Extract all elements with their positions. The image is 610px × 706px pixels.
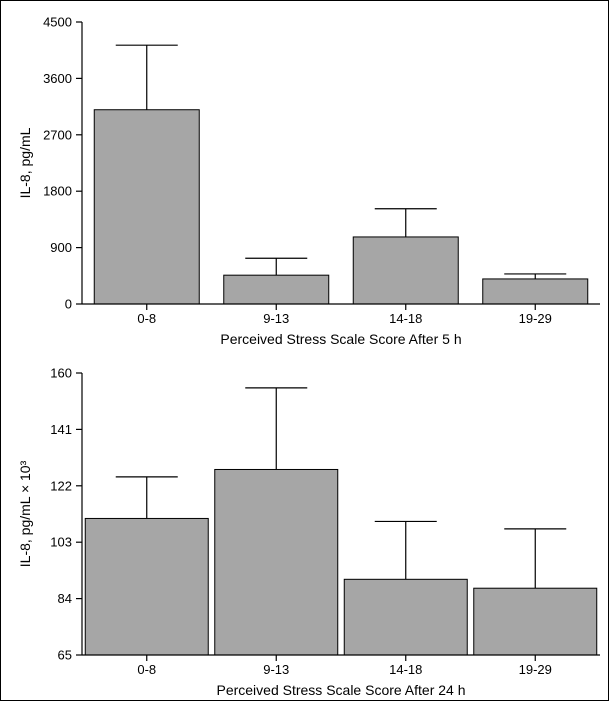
y-tick-label: 103	[50, 535, 72, 550]
bar-14-18	[343, 578, 468, 656]
y-tick-label: 1800	[43, 184, 72, 199]
x-tick-label: 14-18	[389, 311, 422, 326]
bar-19-29	[482, 278, 589, 305]
y-tick-label: 0	[65, 297, 72, 312]
y-tick-label: 2700	[43, 127, 72, 142]
bar-0-8	[93, 109, 200, 305]
y-tick-label: 84	[58, 591, 72, 606]
bar-9-13	[223, 274, 330, 305]
x-ticks: 0-8 9-13 14-18 19-29	[137, 304, 552, 326]
bar-0-8	[84, 517, 209, 656]
y-tick-label: 900	[50, 240, 72, 255]
y-ticks: 65 84 103 122 141 160	[50, 366, 82, 663]
bars	[84, 468, 598, 656]
y-tick-label: 160	[50, 366, 72, 381]
y-tick-label: 3600	[43, 71, 72, 86]
x-axis-label: Perceived Stress Scale Score After 5 h	[220, 331, 461, 347]
error-bars	[115, 44, 567, 279]
x-tick-label: 19-29	[519, 311, 552, 326]
x-tick-label: 19-29	[519, 662, 552, 677]
error-bars	[115, 387, 567, 589]
y-tick-label: 141	[50, 422, 72, 437]
y-ticks: 0 900 1800 2700 3600 4500	[43, 15, 82, 312]
bar-14-18	[352, 236, 459, 305]
bar-19-29	[473, 587, 598, 656]
bars	[93, 109, 589, 305]
y-tick-label: 4500	[43, 15, 72, 30]
x-axis-label: Perceived Stress Scale Score After 24 h	[216, 682, 465, 698]
x-tick-label: 14-18	[389, 662, 422, 677]
y-axis-label: IL-8, pg/mL	[17, 127, 33, 198]
y-tick-label: 122	[50, 478, 72, 493]
x-ticks: 0-8 9-13 14-18 19-29	[137, 655, 552, 677]
y-axis-label: IL-8, pg/mL × 10³	[17, 460, 33, 567]
chart-il8-5h: 0 900 1800 2700 3600 4500 0-8 9-13 14-18 19-29 I…	[17, 15, 600, 347]
x-tick-label: 0-8	[137, 662, 156, 677]
x-tick-label: 9-13	[263, 662, 289, 677]
y-tick-label: 65	[58, 648, 72, 663]
x-tick-label: 9-13	[263, 311, 289, 326]
bar-9-13	[214, 468, 339, 656]
chart-il8-24h: 65 84 103 122 141 160 0-8 9-13 14-18 19-29 IL-8,…	[17, 366, 600, 698]
x-tick-label: 0-8	[137, 311, 156, 326]
